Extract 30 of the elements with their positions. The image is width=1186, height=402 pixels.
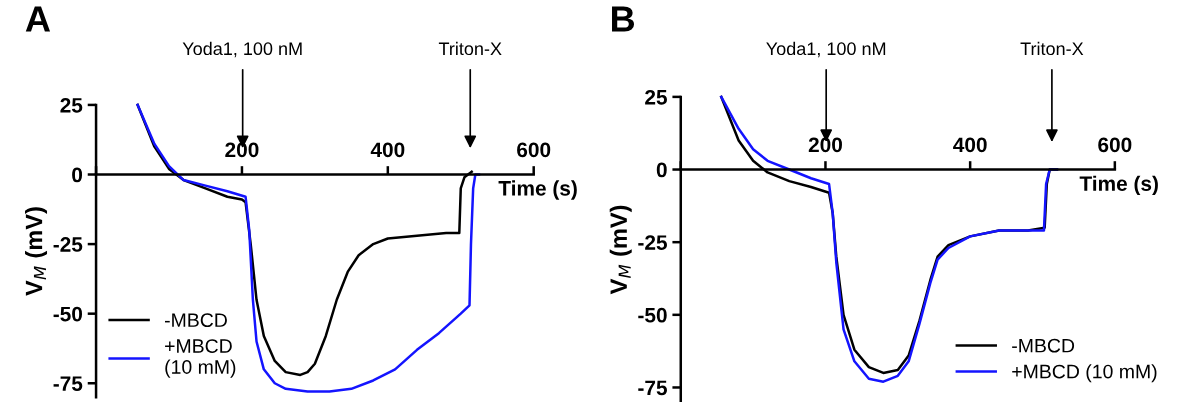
text: Yoda1, 100 nM [766,41,886,58]
y-tick-label: 25 [60,97,83,113]
x-tick-label: 400 [953,137,987,153]
chart-title: A [25,6,51,32]
y-axis-title: V$_{M}$ (mV) [25,207,48,296]
y-tick-label: -25 [53,237,83,252]
x-axis-title: Time (s) [1079,175,1158,196]
legend-label: +MBCD (10 mM) [1012,364,1157,383]
text: Triton-X [1020,41,1084,56]
text: Triton-X [438,41,502,56]
y-tick-label: -25 [638,235,667,250]
y-tick-label: 0 [72,167,83,183]
legend-label: -MBCD [1012,338,1075,353]
y-tick-label: -50 [638,307,667,323]
y-tick-label: -50 [53,306,83,322]
chart-title: B [612,6,635,32]
legend-label: -MBCD [164,313,227,328]
x-tick-label: 400 [370,142,405,158]
y-tick-label: 25 [645,89,667,105]
text: Yoda1, 100 nM [182,41,302,58]
y-axis-title: V$_{M}$ (mV) [609,205,632,295]
x-tick-label: 600 [517,142,551,158]
x-tick-label: 200 [808,137,842,153]
y-tick-label: 0 [656,162,667,178]
x-tick-label: 200 [225,142,259,158]
x-tick-label: 600 [1098,137,1132,153]
x-axis-title: Time (s) [498,180,577,200]
y-tick-label: -75 [53,376,83,392]
y-tick-label: -75 [638,380,667,396]
legend-label: +MBCD (10 mM) [165,339,236,378]
